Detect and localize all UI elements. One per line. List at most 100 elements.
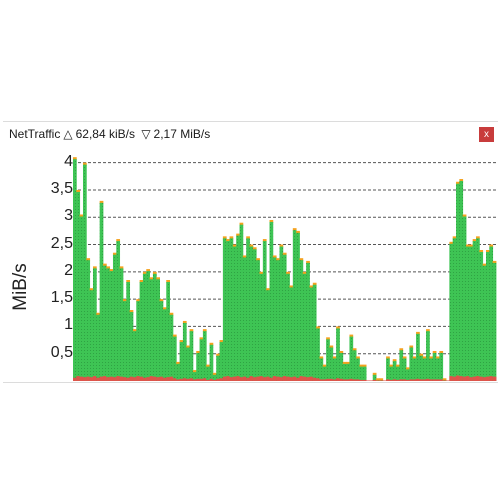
bar-cap bbox=[422, 356, 427, 360]
upload-bar bbox=[476, 376, 480, 381]
download-bar bbox=[362, 366, 367, 381]
bar-cap bbox=[252, 247, 257, 251]
download-bar bbox=[186, 347, 190, 381]
download-bar bbox=[349, 336, 354, 381]
upload-bar bbox=[319, 379, 324, 381]
upload-bar bbox=[102, 376, 107, 381]
upload-bar bbox=[359, 379, 364, 381]
upload-bar bbox=[73, 377, 77, 381]
download-bar bbox=[112, 254, 117, 381]
close-button[interactable]: x bbox=[479, 127, 494, 142]
download-bar bbox=[439, 352, 444, 381]
bar-cap bbox=[459, 179, 464, 183]
download-bar bbox=[289, 287, 294, 381]
bar-cap bbox=[276, 258, 280, 262]
upload-bar bbox=[376, 380, 380, 381]
bar-cap bbox=[389, 364, 394, 368]
download-bar bbox=[326, 339, 330, 381]
download-bar bbox=[229, 238, 234, 381]
upload-bar bbox=[186, 378, 190, 381]
download-bar bbox=[242, 257, 247, 381]
download-bar bbox=[282, 254, 287, 381]
bar-cap bbox=[452, 236, 457, 240]
y-tick-label: 0,5 bbox=[50, 343, 73, 361]
download-bar bbox=[122, 301, 127, 381]
bar-cap bbox=[332, 356, 337, 360]
bar-cap bbox=[319, 356, 324, 360]
upload-bar bbox=[282, 376, 287, 381]
download-bar bbox=[469, 246, 474, 381]
bar-cap bbox=[309, 285, 314, 289]
download-bar bbox=[269, 221, 274, 381]
upload-bar bbox=[316, 378, 320, 381]
download-bar bbox=[312, 284, 317, 381]
bar-cap bbox=[402, 356, 407, 360]
bar-cap bbox=[199, 337, 204, 341]
upload-bar bbox=[79, 376, 84, 381]
upload-bar bbox=[129, 376, 134, 381]
download-bar bbox=[292, 230, 297, 381]
bar-cap bbox=[312, 282, 317, 286]
download-bar bbox=[479, 251, 484, 381]
upload-bar bbox=[202, 378, 207, 381]
bar-cap bbox=[316, 326, 320, 330]
upload-bar bbox=[239, 377, 244, 381]
upload-bar bbox=[486, 376, 490, 381]
title-bar[interactable]: NetTraffic △ 62,84 kiB/s ▽ 2,17 MiB/s x bbox=[3, 122, 498, 146]
download-bar bbox=[73, 159, 77, 381]
bar-cap bbox=[92, 266, 97, 270]
bar-cap bbox=[89, 288, 94, 292]
bar-cap bbox=[296, 230, 300, 234]
bar-cap bbox=[436, 356, 440, 360]
upload-bar bbox=[222, 376, 227, 381]
bar-cap bbox=[99, 200, 104, 204]
upload-bar bbox=[86, 376, 91, 381]
upload-bar bbox=[472, 376, 477, 381]
y-tick-label: 2 bbox=[64, 261, 73, 279]
download-bar bbox=[486, 251, 490, 381]
upload-bar bbox=[219, 378, 224, 381]
bar-cap bbox=[242, 255, 247, 259]
bar-cap bbox=[339, 350, 344, 354]
download-bar bbox=[462, 216, 467, 381]
bar-cap bbox=[256, 258, 260, 262]
download-bar bbox=[452, 238, 457, 381]
upload-bar bbox=[96, 377, 101, 381]
bar-cap bbox=[269, 219, 274, 223]
bar-cap bbox=[132, 329, 137, 333]
download-bar bbox=[459, 181, 464, 381]
bar-cap bbox=[129, 310, 134, 314]
download-bar bbox=[466, 246, 470, 381]
bar-cap bbox=[122, 299, 127, 303]
download-bar bbox=[152, 273, 157, 381]
bar-cap bbox=[406, 367, 410, 371]
bar-cap bbox=[76, 189, 81, 193]
bar-cap bbox=[299, 258, 304, 262]
upload-bar bbox=[456, 375, 460, 381]
upload-bar bbox=[302, 376, 307, 381]
upload-bar bbox=[156, 377, 160, 381]
bar-cap bbox=[302, 271, 307, 275]
y-tick-label: 1 bbox=[64, 316, 73, 334]
bar-cap bbox=[476, 236, 480, 240]
bar-cap bbox=[326, 337, 330, 341]
download-bar bbox=[226, 241, 230, 381]
upload-bar bbox=[92, 376, 97, 381]
upload-bar bbox=[329, 378, 334, 381]
download-bar bbox=[416, 333, 420, 381]
bar-cap bbox=[179, 340, 184, 344]
download-bar bbox=[396, 366, 400, 381]
upload-bar bbox=[459, 376, 464, 381]
download-bar bbox=[339, 352, 344, 381]
upload-bar bbox=[312, 377, 317, 381]
bar-cap bbox=[219, 340, 224, 344]
bar-cap bbox=[189, 329, 194, 333]
bar-cap bbox=[469, 244, 474, 248]
bar-cap bbox=[176, 361, 180, 365]
upload-bar bbox=[392, 379, 397, 381]
bar-cap bbox=[392, 359, 397, 363]
download-bar bbox=[232, 246, 237, 381]
download-bar bbox=[216, 355, 220, 381]
download-bar bbox=[76, 191, 81, 381]
download-bar bbox=[449, 243, 454, 381]
